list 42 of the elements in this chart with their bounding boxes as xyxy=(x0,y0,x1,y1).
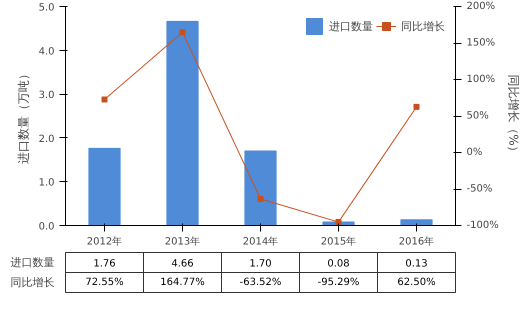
y-tick-label: 0.0 xyxy=(38,222,55,232)
point xyxy=(180,29,186,36)
point xyxy=(102,96,108,103)
legend-label: 同比增长 xyxy=(401,18,445,34)
data-label: 4.66 xyxy=(171,258,194,270)
x-tick-label: 2015年 xyxy=(320,236,356,248)
data-label: -95.29% xyxy=(318,277,360,288)
data-label: 0.08 xyxy=(327,258,350,270)
data-label: 0.13 xyxy=(405,258,428,270)
text: 同比增长 xyxy=(10,276,54,289)
bar xyxy=(88,148,121,226)
x-tick-label: 2013年 xyxy=(164,236,200,248)
text: 进口数量 xyxy=(10,256,54,269)
y-axis-title: 进口数量（万吨） xyxy=(16,68,31,164)
y2-tick-label: 150% xyxy=(466,38,496,48)
y2-tick-label: 0% xyxy=(466,147,482,158)
y2-tick-label: 100% xyxy=(466,74,496,85)
legend-label: 进口数量 xyxy=(329,18,373,34)
data-label: 1.76 xyxy=(93,258,116,270)
data-label: 164.77% xyxy=(160,277,205,288)
point xyxy=(336,219,342,226)
point xyxy=(258,196,264,202)
y-tick-label: 1.0 xyxy=(38,178,55,189)
y-tick-label: 3.0 xyxy=(38,90,55,102)
data-label: 62.50% xyxy=(397,277,436,288)
y-tick-label: 4.0 xyxy=(38,46,55,58)
x-tick-label: 2016年 xyxy=(398,236,434,248)
y-tick-label: 2.0 xyxy=(38,134,55,145)
y2-tick-label: 50% xyxy=(466,110,489,122)
y-tick-label: 5.0 xyxy=(38,2,55,14)
y2-tick-label: -50% xyxy=(466,184,492,194)
y2-tick-label: 200% xyxy=(466,1,496,12)
x-tick-label: 2014年 xyxy=(242,236,278,248)
y2-axis-title: 同比增长（%） xyxy=(506,74,520,158)
y2-tick-label: -100% xyxy=(466,220,499,231)
bar xyxy=(166,20,199,226)
data-label: 72.55% xyxy=(85,277,124,288)
data-label: 1.70 xyxy=(249,258,272,270)
bar xyxy=(244,150,277,226)
point xyxy=(414,104,420,110)
x-tick-label: 2012年 xyxy=(86,236,122,248)
data-label: -63.52% xyxy=(240,277,282,288)
